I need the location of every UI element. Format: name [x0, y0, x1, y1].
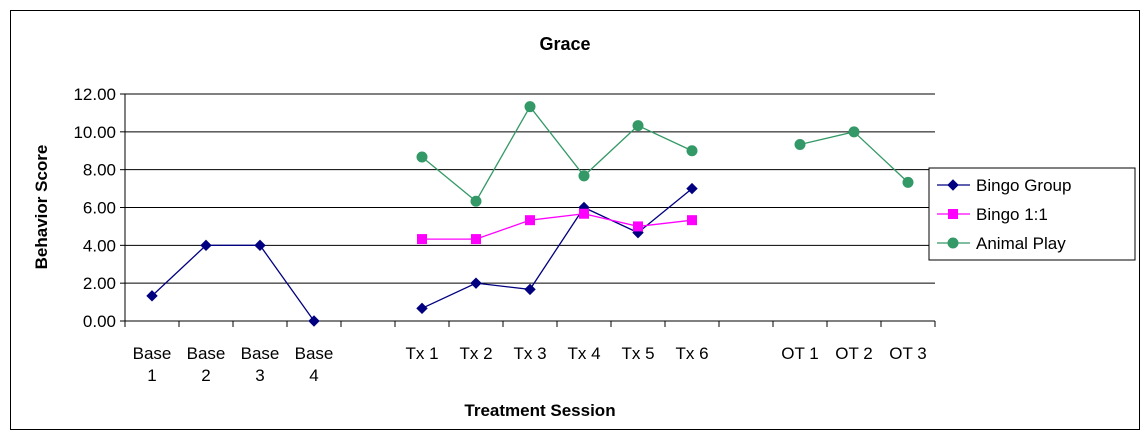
data-point: [416, 151, 428, 163]
data-point: [686, 182, 698, 195]
y-tick-label: 0.00: [83, 312, 116, 331]
series-line: [422, 213, 693, 240]
x-tick-label: Base: [295, 344, 334, 363]
data-point: [470, 195, 482, 207]
grid-layer: [125, 93, 935, 284]
data-point: [200, 239, 212, 252]
data-point: [686, 145, 698, 157]
data-point: [471, 234, 481, 245]
x-tick-label: OT 3: [889, 344, 926, 363]
data-point: [146, 290, 158, 302]
data-point: [416, 302, 428, 315]
data-point: [947, 179, 959, 191]
data-point: [470, 277, 482, 289]
data-point: [308, 315, 320, 327]
data-point: [848, 126, 860, 138]
legend-label: Bingo 1:1: [976, 205, 1048, 224]
axis-layer: 0.00 2.00 4.00 6.00 8.00 10.00 12.00 Base 1 Base 2…: [73, 85, 936, 385]
x-tick-label: Tx 4: [567, 344, 600, 363]
x-tick-label: 2: [201, 366, 210, 385]
x-tick-label: Tx 6: [675, 344, 708, 363]
x-tick-label: Tx 5: [621, 344, 654, 363]
series-line: [421, 105, 693, 203]
x-tick-label: Base: [133, 344, 172, 363]
y-tick-label: 10.00: [73, 123, 116, 142]
data-point: [417, 234, 427, 245]
x-tick-label: Base: [187, 344, 226, 363]
data-point: [794, 139, 806, 151]
legend-label: Animal Play: [976, 234, 1066, 253]
data-point: [947, 237, 959, 249]
data-point: [524, 283, 536, 296]
data-point: [524, 101, 536, 113]
x-tick-label: Tx 3: [513, 344, 546, 363]
data-point: [525, 215, 535, 226]
data-point: [687, 215, 697, 226]
x-tick-label: Tx 1: [405, 344, 438, 363]
chart-title: Grace: [539, 34, 590, 54]
data-point: [579, 208, 589, 219]
series-line: [799, 131, 909, 183]
series-layer: [146, 101, 914, 327]
x-tick-label: Tx 2: [459, 344, 492, 363]
data-point: [578, 170, 590, 182]
legend: Bingo Group Bingo 1:1 Animal Play: [928, 167, 1136, 261]
x-tick-label: Base: [241, 344, 280, 363]
data-point: [632, 120, 644, 132]
x-axis-title: Treatment Session: [464, 401, 615, 420]
y-axis-title: Behavior Score: [32, 145, 51, 270]
y-tick-label: 2.00: [83, 274, 116, 293]
y-tick-label: 6.00: [83, 199, 116, 218]
y-tick-label: 8.00: [83, 161, 116, 180]
x-tick-label: OT 2: [835, 344, 872, 363]
x-tick-label: 3: [255, 366, 264, 385]
y-tick-label: 12.00: [73, 85, 116, 104]
data-point: [633, 221, 643, 232]
data-point: [948, 209, 958, 219]
legend-label: Bingo Group: [976, 176, 1071, 195]
y-tick-label: 4.00: [83, 236, 116, 255]
series-line: [421, 188, 693, 309]
x-tick-label: 4: [309, 366, 318, 385]
x-tick-label: 1: [147, 366, 156, 385]
x-tick-label: OT 1: [781, 344, 818, 363]
series-line: [151, 244, 315, 322]
data-point: [902, 176, 914, 188]
data-point: [254, 239, 266, 252]
